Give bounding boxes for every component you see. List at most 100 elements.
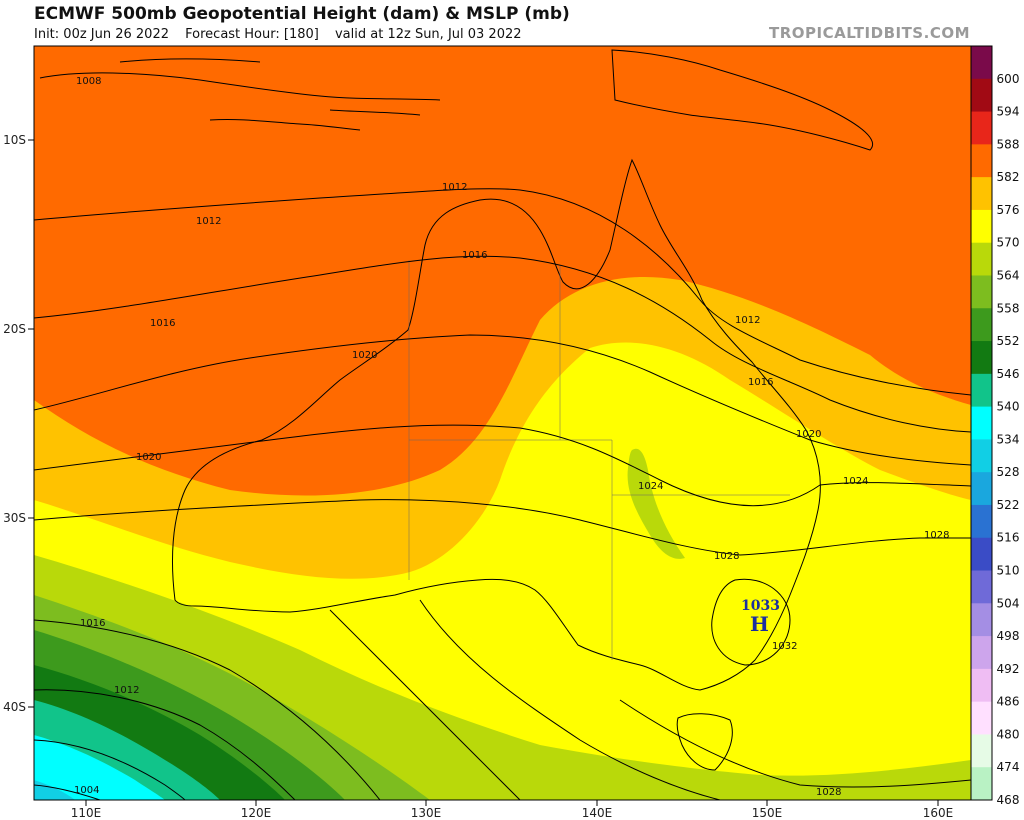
colorbar-label: 510 xyxy=(997,564,1020,578)
colorbar-label: 576 xyxy=(997,203,1020,217)
colorbar-swatch xyxy=(971,373,992,408)
colorbar-swatch xyxy=(971,341,992,375)
colorbar-label: 528 xyxy=(997,465,1020,479)
colorbar-swatch xyxy=(971,111,992,145)
high-pressure-symbol: H xyxy=(750,612,769,636)
isobar-label: 1012 xyxy=(196,216,221,227)
colorbar-label: 600 xyxy=(997,72,1020,86)
isobar-label: 1020 xyxy=(136,452,161,463)
isobar-1012-south xyxy=(34,689,296,800)
isobar-1004-south xyxy=(34,784,101,800)
isobar-1016 xyxy=(34,255,971,433)
colorbar-label: 582 xyxy=(997,170,1020,184)
high-pressure-value: 1033 xyxy=(741,598,780,614)
isobar-label: 1016 xyxy=(748,377,773,388)
colorbar-swatch xyxy=(971,46,992,80)
indonesia-islands xyxy=(39,58,441,131)
isobar-1020 xyxy=(34,334,971,466)
colorbar-swatch xyxy=(971,209,992,244)
chart-subtitle: Init: 00z Jun 26 2022 Forecast Hour: [18… xyxy=(34,27,534,42)
brand-watermark: TROPICALTIDBITS.COM xyxy=(769,24,970,42)
height-fill-layer xyxy=(34,46,971,800)
isobar-label: 1024 xyxy=(638,481,663,492)
isobar-label: 1008 xyxy=(76,76,101,87)
isobar-1016-south xyxy=(34,619,381,800)
band-540 xyxy=(34,735,165,800)
init-time: Init: 00z Jun 26 2022 xyxy=(34,27,169,42)
isobar-label: 1012 xyxy=(735,315,760,326)
colorbar-swatch xyxy=(971,767,992,801)
lon-label: 130E xyxy=(411,806,442,820)
colorbar-swatch xyxy=(971,734,992,768)
lon-label: 150E xyxy=(752,806,783,820)
isobar-label: 1028 xyxy=(924,530,949,541)
colorbar-label: 498 xyxy=(997,629,1020,643)
colorbar-frame xyxy=(970,45,993,801)
colorbar-swatch xyxy=(971,275,992,309)
lon-label: 140E xyxy=(582,806,613,820)
colorbar-label: 486 xyxy=(997,695,1020,709)
forecast-hour: Forecast Hour: [180] xyxy=(185,27,319,42)
colorbar-swatch xyxy=(971,504,992,539)
isobar-label: 1012 xyxy=(442,182,467,193)
colorbar-label: 504 xyxy=(997,596,1020,610)
lat-label: 30S xyxy=(3,511,26,525)
lon-axis: 110E 120E 130E 140E 150E 160E xyxy=(71,800,954,820)
colorbar-swatch xyxy=(971,406,992,440)
band-570-blob xyxy=(627,448,685,559)
colorbar-swatch xyxy=(971,242,992,276)
new-guinea-coastline xyxy=(611,49,873,151)
colorbar-label: 552 xyxy=(997,334,1020,348)
isobar-label: 1016 xyxy=(80,618,105,629)
high-pressure-marker: 1033 H xyxy=(741,598,780,636)
colorbar-swatch xyxy=(971,701,992,735)
isobar-label: 1016 xyxy=(150,318,175,329)
isobar-label: 1028 xyxy=(714,551,739,562)
colorbar-swatch xyxy=(971,636,992,670)
lat-label: 10S xyxy=(3,133,26,147)
isobar-1028-south xyxy=(619,699,971,788)
colorbar-swatch xyxy=(971,668,992,703)
colorbar-swatch xyxy=(971,570,992,604)
colorbar-label: 516 xyxy=(997,531,1020,545)
lon-label: 110E xyxy=(71,806,102,820)
isobar-label: 1020 xyxy=(352,350,377,361)
chart-title: ECMWF 500mb Geopotential Height (dam) & … xyxy=(34,4,570,24)
isobar-label: 1020 xyxy=(796,429,821,440)
colorbar-label: 570 xyxy=(997,236,1020,250)
isobar-label: 1004 xyxy=(74,785,99,796)
colorbar-label: 588 xyxy=(997,137,1020,151)
lon-label: 160E xyxy=(923,806,954,820)
isobar-layer xyxy=(34,188,971,800)
colorbar-label: 474 xyxy=(997,760,1020,774)
lat-label: 20S xyxy=(3,322,26,336)
isobar-1032 xyxy=(711,578,791,666)
colorbar-swatch xyxy=(971,78,992,113)
isobar-label: 1024 xyxy=(843,476,868,487)
colorbar-label: 522 xyxy=(997,498,1020,512)
colorbar-swatch xyxy=(971,603,992,637)
colorbar: 600 594 588 582 576 570 564 558 552 546 540 534 528 5… xyxy=(970,45,1020,807)
colorbar-label: 540 xyxy=(997,400,1020,414)
colorbar-label: 492 xyxy=(997,662,1020,676)
colorbar-swatch xyxy=(971,472,992,506)
colorbar-swatch xyxy=(971,177,992,211)
colorbar-label: 564 xyxy=(997,268,1020,282)
lon-label: 120E xyxy=(241,806,272,820)
isobar-label: 1028 xyxy=(816,787,841,798)
colorbar-swatch xyxy=(971,439,992,473)
isobar-1020-south xyxy=(329,609,521,800)
colorbar-label: 534 xyxy=(997,432,1020,446)
lat-label: 40S xyxy=(3,700,26,714)
colorbar-label: 546 xyxy=(997,367,1020,381)
isobar-label: 1032 xyxy=(772,641,797,652)
colorbar-swatch xyxy=(971,537,992,572)
lat-axis: 10S 20S 30S 40S xyxy=(3,133,34,714)
australia-coastline xyxy=(172,158,821,691)
colorbar-label: 558 xyxy=(997,301,1020,315)
isobar-1028 xyxy=(34,499,971,556)
isobar-label: 1016 xyxy=(462,250,487,261)
colorbar-swatch xyxy=(971,308,992,342)
